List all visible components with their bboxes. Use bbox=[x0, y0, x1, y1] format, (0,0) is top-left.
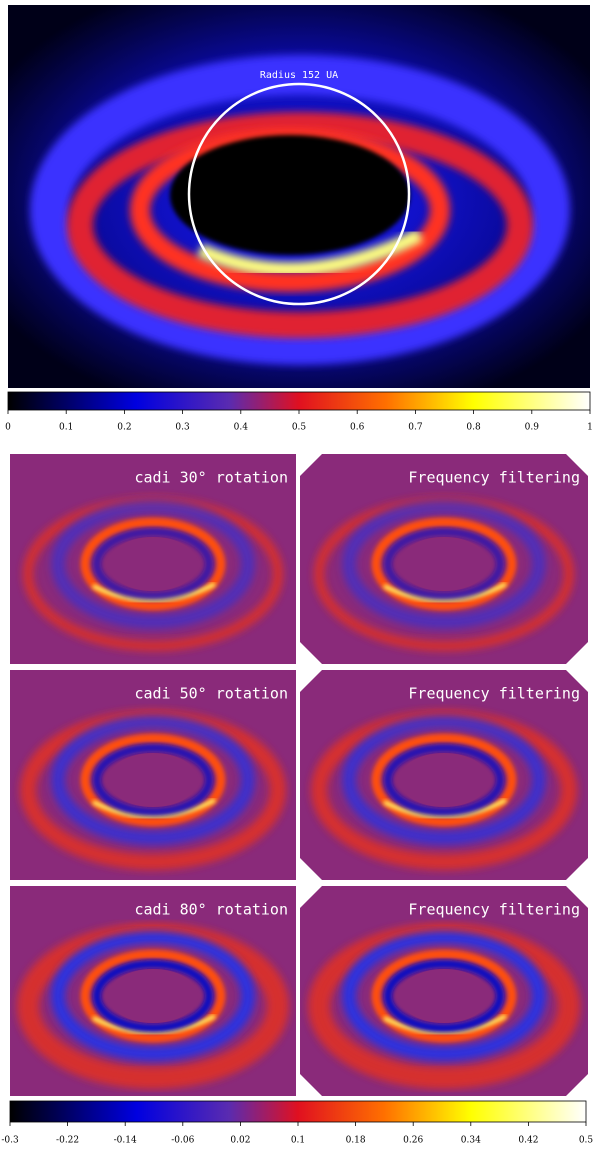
tick-label: 0.1 bbox=[291, 1136, 305, 1146]
bottom-colorbar: -0.3 -0.22 -0.14 -0.06 0.02 0.1 0.18 0.26 0.34 0.… bbox=[1, 1100, 594, 1146]
blue-ring bbox=[342, 499, 546, 629]
annotation: Radius 152 UA bbox=[260, 70, 338, 81]
core bbox=[399, 537, 489, 591]
tick-label: 0 bbox=[5, 423, 11, 433]
panel-image bbox=[300, 886, 588, 1096]
panel: cadi 80° rotation bbox=[10, 886, 296, 1096]
blue-ring bbox=[342, 931, 546, 1061]
panel: cadi 30° rotation bbox=[10, 454, 296, 664]
panel-image bbox=[10, 670, 296, 880]
bright-ring bbox=[371, 517, 517, 611]
panel-image bbox=[300, 670, 588, 880]
tick-label: 1 bbox=[587, 423, 593, 433]
tick-label: -0.06 bbox=[171, 1136, 194, 1146]
panel-label: Frequency filtering bbox=[408, 469, 580, 487]
panel-image bbox=[10, 886, 296, 1096]
bright-ring bbox=[80, 733, 226, 827]
inner-blue bbox=[384, 528, 504, 600]
bright-ring bbox=[80, 517, 226, 611]
top-colorbar: 0 0.1 0.2 0.3 0.4 0.5 0.6 0.7 0.8 0.9 1 bbox=[5, 391, 593, 433]
bright-arc bbox=[383, 798, 507, 819]
tick-label: -0.22 bbox=[56, 1136, 79, 1146]
panel: Frequency filtering bbox=[300, 670, 588, 880]
tick-label: 0.1 bbox=[59, 423, 73, 433]
panel-image bbox=[300, 454, 588, 664]
tick-label: 0.6 bbox=[350, 423, 365, 433]
panel-image bbox=[10, 454, 296, 664]
blue-ring bbox=[51, 715, 255, 845]
blue-ring bbox=[51, 499, 255, 629]
panels: cadi 30° rotation Frequency filtering cadi… bbox=[10, 454, 588, 1096]
tick-label: 0.34 bbox=[461, 1136, 481, 1146]
panel: Frequency filtering bbox=[300, 886, 588, 1096]
core bbox=[399, 969, 489, 1023]
tick-label: -0.14 bbox=[114, 1136, 137, 1146]
tick-label: 0.5 bbox=[292, 423, 307, 433]
inner-blue bbox=[93, 744, 213, 816]
inner-blue bbox=[384, 960, 504, 1032]
panel-label: cadi 30° rotation bbox=[134, 469, 288, 487]
tick-label: 0.18 bbox=[346, 1136, 366, 1146]
tick-label: 0.26 bbox=[403, 1136, 423, 1146]
bright-arc bbox=[92, 1014, 216, 1035]
top-image: Radius 152 UA bbox=[8, 5, 590, 388]
tick-label: 0.4 bbox=[234, 423, 249, 433]
bright-ring bbox=[371, 949, 517, 1043]
panel-label: Frequency filtering bbox=[408, 685, 580, 703]
bright-ring bbox=[371, 733, 517, 827]
colorbar-gradient bbox=[7, 391, 591, 411]
tick-label: 0.5 bbox=[579, 1136, 594, 1146]
tick-label: 0.8 bbox=[466, 423, 481, 433]
tick-label: 0.9 bbox=[525, 423, 540, 433]
inner-blue bbox=[93, 528, 213, 600]
tick-label: 0.02 bbox=[230, 1136, 250, 1146]
inner-blue bbox=[384, 744, 504, 816]
tick-label: 0.7 bbox=[408, 423, 423, 433]
tick-label: 0.2 bbox=[117, 423, 131, 433]
bright-arc bbox=[92, 582, 216, 603]
tick-label: 0.42 bbox=[518, 1136, 538, 1146]
blue-ring bbox=[342, 715, 546, 845]
bright-arc bbox=[92, 798, 216, 819]
panel: cadi 50° rotation bbox=[10, 670, 296, 880]
panel-label: Frequency filtering bbox=[408, 901, 580, 919]
panel: Frequency filtering bbox=[300, 454, 588, 664]
bright-arc bbox=[383, 582, 507, 603]
inner-blue bbox=[93, 960, 213, 1032]
colorbar-gradient bbox=[9, 1100, 587, 1123]
core bbox=[399, 753, 489, 807]
panel-label: cadi 50° rotation bbox=[134, 685, 288, 703]
bright-ring bbox=[80, 949, 226, 1043]
panel-label: cadi 80° rotation bbox=[134, 901, 288, 919]
core bbox=[108, 753, 198, 807]
tick-label: -0.3 bbox=[1, 1136, 19, 1146]
core bbox=[108, 537, 198, 591]
bright-arc bbox=[383, 1014, 507, 1035]
blue-ring bbox=[51, 931, 255, 1061]
core bbox=[108, 969, 198, 1023]
tick-label: 0.3 bbox=[175, 423, 190, 433]
